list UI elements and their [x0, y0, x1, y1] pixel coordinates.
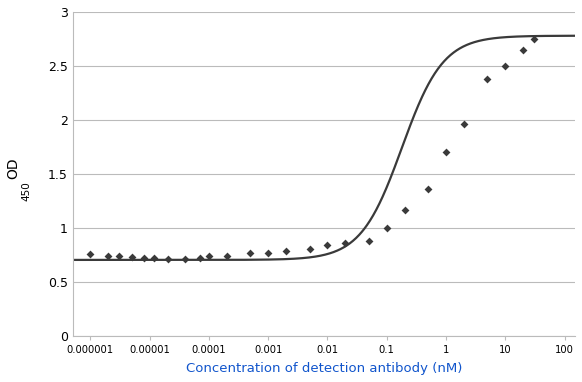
- Point: [382, 225, 392, 231]
- Point: [340, 240, 350, 246]
- X-axis label: Concentration of detection antibody (nM): Concentration of detection antibody (nM): [186, 362, 462, 375]
- Point: [459, 121, 469, 127]
- Point: [529, 36, 538, 42]
- Point: [281, 248, 290, 254]
- Point: [222, 253, 232, 259]
- Point: [204, 253, 214, 259]
- Point: [150, 255, 159, 261]
- Point: [483, 76, 492, 82]
- Point: [104, 253, 113, 259]
- Point: [501, 63, 510, 69]
- Point: [364, 238, 374, 244]
- Point: [127, 254, 136, 260]
- Point: [400, 207, 409, 213]
- Point: [86, 251, 95, 257]
- Point: [195, 255, 204, 261]
- Point: [441, 149, 450, 155]
- Point: [305, 246, 314, 252]
- Point: [180, 256, 190, 262]
- Point: [114, 253, 123, 259]
- Point: [246, 250, 255, 256]
- Point: [424, 186, 433, 192]
- Point: [264, 250, 273, 256]
- Text: 450: 450: [22, 181, 32, 201]
- Point: [519, 47, 528, 53]
- Point: [139, 255, 148, 261]
- Point: [323, 242, 332, 248]
- Point: [163, 256, 172, 262]
- Text: OD: OD: [6, 157, 20, 179]
